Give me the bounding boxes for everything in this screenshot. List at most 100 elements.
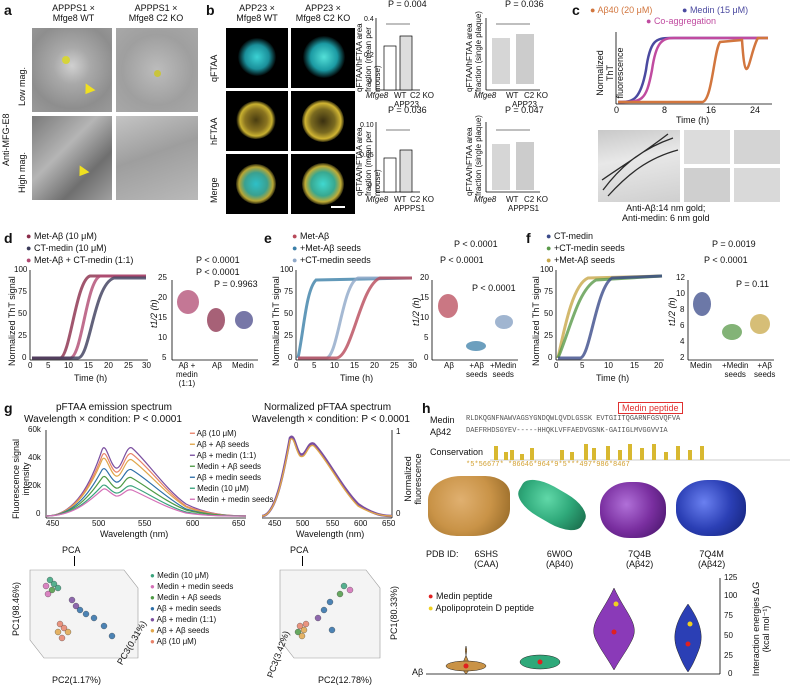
pc-right-pc2: PC2(12.78%)	[318, 675, 373, 685]
d-p-1: P < 0.0001	[196, 267, 240, 277]
d-vx-0: Aβ + medin (1:1)	[176, 361, 198, 388]
d-vx-1: Aβ	[212, 361, 222, 370]
e-ytick-50: 50	[284, 309, 293, 318]
f-legend-2: ● +Met-Aβ seeds	[546, 255, 615, 265]
panel-label-b: b	[206, 2, 215, 18]
g-rx-600: 600	[354, 519, 368, 528]
g-xlabel-right: Wavelength (nm)	[296, 529, 365, 539]
g-xlabel-left: Wavelength (nm)	[100, 529, 169, 539]
g-legend-6-text: Medin + medin seeds	[197, 495, 274, 504]
c-xtick-24: 24	[750, 105, 761, 115]
f-vx-2: +Aβ seeds	[754, 361, 776, 379]
e-kinetics	[295, 270, 414, 361]
pca-legend-4-text: Aβ + medin (1:1)	[156, 615, 217, 624]
c-legend-ab40: ● Aβ40 (20 μM)	[590, 5, 653, 15]
g-rx-550: 550	[326, 519, 340, 528]
f-ytick-0: 0	[548, 353, 553, 362]
bplot-3-model: APPPS1	[508, 204, 540, 213]
f-xtick-10: 10	[604, 361, 613, 370]
panel-label-a: a	[4, 2, 12, 18]
g-legend-5: ━ Medin (10 μM)	[190, 484, 249, 493]
bplot-2-x-ko: C2 KO	[410, 195, 435, 204]
e-vtick-10: 10	[420, 313, 429, 322]
d-legend-2: ● Met-Aβ + CT-medin (1:1)	[26, 255, 134, 265]
g-legend-4-text: Aβ + medin seeds	[196, 473, 262, 482]
d-vtick-10: 10	[158, 333, 167, 342]
g-x-550: 550	[138, 519, 152, 528]
g-pca-right: PCA	[290, 545, 309, 555]
e-legend-2: ● +CT-medin seeds	[292, 255, 371, 265]
bplot-0-tick-mid: 0.2	[364, 52, 374, 59]
d-xtick-10: 10	[64, 361, 73, 370]
h-seq-medin: RLDKQGNFNAWVAGSYGNDQWLQVDLGSSK EVTGIITQG…	[466, 415, 681, 423]
bplot-2-tick-top: 0.10	[360, 122, 374, 129]
pca-right-plot	[279, 569, 381, 659]
violin-medin-seeds	[495, 315, 513, 329]
e-vx-0: Aβ	[444, 361, 454, 370]
pdb-0-id: 6SHS	[474, 549, 498, 559]
pdb-0: 6SHS (CAA)	[474, 549, 499, 570]
d-ytick-100: 100	[14, 265, 28, 274]
e-xtick-10: 10	[330, 361, 339, 370]
g-legend-1-text: Aβ + Aβ seeds	[196, 440, 250, 449]
d-p-2: P = 0.9963	[214, 279, 258, 289]
em-image-c-3	[734, 130, 780, 164]
d-legend-0: ● Met-Aβ (10 μM)	[26, 231, 97, 241]
c-ylabel: Normalized ThT fluorescence	[595, 47, 625, 99]
g-legend-3-text: Medin + Aβ seeds	[197, 462, 262, 471]
pca-legend-0-text: Medin (10 μM)	[157, 571, 209, 580]
f-p-2: P = 0.11	[736, 279, 769, 289]
h-legend-medin: ● Medin peptide	[428, 591, 493, 601]
h-ab-label: Aβ	[412, 667, 424, 677]
panel-label-g: g	[4, 400, 13, 416]
bplot-0-x-wt: WT	[394, 91, 407, 100]
h-seq-ab42: DAEFRHDSGYEV-----HHQKLVFFAEDVGSNK-GAIIGL…	[466, 427, 668, 435]
bplot-0-tick-top: 0.4	[364, 16, 374, 23]
e-legend-1: ● +Met-Aβ seeds	[292, 243, 361, 253]
g-ly-0: 0	[36, 509, 41, 518]
f-vx-1: +Medin seeds	[722, 361, 749, 379]
h-row-conservation: Conservation	[430, 447, 484, 457]
h-row-ab42: Aβ42	[430, 427, 452, 437]
em-image-c-2	[684, 130, 730, 164]
em-image-c-1	[598, 130, 680, 202]
bplot-2-tick-mid: 0.05	[360, 152, 374, 159]
g-legend-0: ━ Aβ (10 μM)	[190, 429, 237, 438]
g-legend-5-text: Medin (10 μM)	[197, 484, 249, 493]
g-x-450: 450	[46, 519, 60, 528]
h-ytick-25: 25	[724, 651, 733, 660]
row-label-high-mag: High mag.	[17, 151, 27, 193]
pca-arrow-right	[302, 556, 303, 566]
f-xlabel: Time (h)	[596, 373, 630, 383]
row-label-merge: Merge	[209, 177, 219, 203]
bplot-3	[485, 122, 540, 193]
e-xtick-0: 0	[294, 361, 299, 370]
e-vtick-20: 20	[420, 273, 429, 282]
bplot-0	[375, 18, 420, 91]
d-legend-1: ● CT-medin (10 μM)	[26, 243, 107, 253]
g-rx-650: 650	[382, 519, 396, 528]
curve-medin	[617, 36, 768, 104]
bplot-1-ylabel: qFTAA/hFTAA area fraction (single plaque…	[465, 11, 483, 92]
g-right-subtitle: Wavelength × condition: P < 0.0001	[252, 414, 410, 425]
pdb-prefix: PDB ID:	[426, 549, 459, 559]
violin-7q4b	[593, 587, 635, 671]
e-ytick-25: 25	[284, 331, 293, 340]
f-xtick-15: 15	[630, 361, 639, 370]
f-t-label: t1/2 (h)	[667, 297, 677, 326]
side-label-anti-mfge8: Anti-MFG-E8	[1, 113, 11, 166]
e-ytick-75: 75	[284, 287, 293, 296]
bplot-1	[485, 18, 540, 91]
d-legend-0-text: Met-Aβ (10 μM)	[33, 231, 97, 241]
e-vtick-15: 15	[420, 293, 429, 302]
violin-7q4m	[674, 603, 702, 673]
c-legend-coagg-text: Co-aggregation	[653, 16, 716, 26]
e-p-2: P < 0.0001	[472, 283, 516, 293]
g-legend-4: ━ Aβ + medin seeds	[190, 473, 262, 482]
d-xtick-25: 25	[124, 361, 133, 370]
g-rx-500: 500	[296, 519, 310, 528]
g-legend-6: ━ Medin + medin seeds	[190, 495, 274, 504]
image-b-hftaa-wt	[226, 91, 288, 151]
h-ytick-75: 75	[724, 611, 733, 620]
micrograph-a-wt-low	[32, 28, 112, 112]
